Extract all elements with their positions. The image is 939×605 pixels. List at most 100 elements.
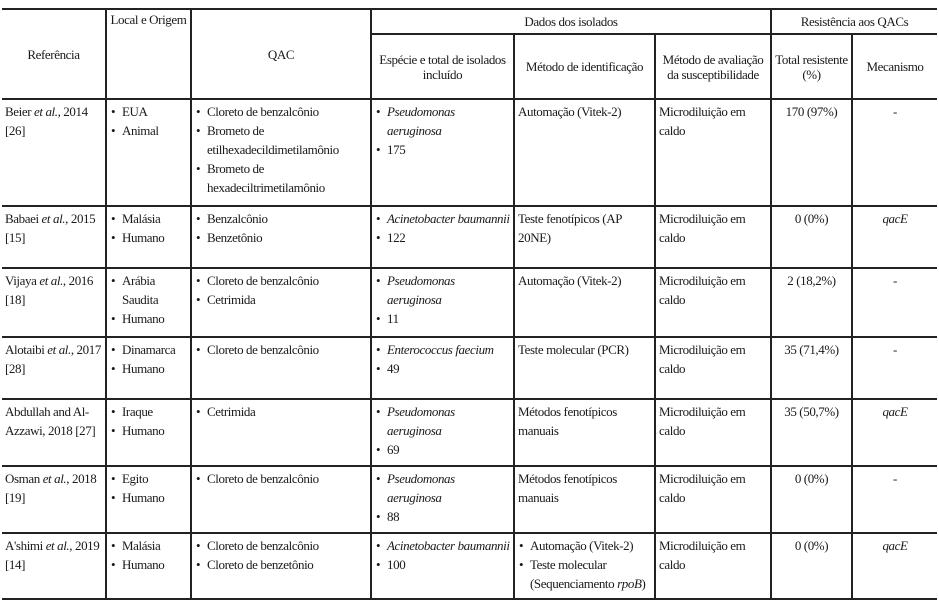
text-run: 11 (387, 311, 399, 326)
text-run: et al. (39, 273, 63, 288)
text-run: - (893, 104, 897, 119)
identification-cell: Teste molecular (PCR) (513, 336, 656, 400)
location-cell: IraqueHumano (105, 398, 192, 467)
location-item: Humano (111, 228, 187, 247)
species-item: 88 (376, 507, 510, 526)
text-run: et al. (42, 471, 67, 486)
qac-item: Cloreto de benzalcônio (196, 271, 367, 290)
text-run: , 2019 [14] (5, 538, 100, 572)
text-run: Teste molecular (PCR) (518, 342, 629, 357)
header-location: Local e Origem (105, 8, 192, 100)
text-run: Pseudomonas aeruginosa (387, 104, 455, 138)
header-resistance: Resistência aos QACs (770, 8, 937, 35)
species-item: Acinetobacter baumannii (376, 536, 510, 555)
species-item: Acinetobacter baumannii (376, 209, 510, 228)
location-cell: MalásiaHumano (105, 205, 192, 269)
text-run: Osman (5, 471, 43, 486)
mechanism-cell: - (851, 98, 937, 207)
total-resistant-cell: 35 (50,7%) (770, 398, 853, 467)
qac-cell: Cloreto de benzalcônioCetrimida (190, 267, 372, 338)
text-run: Pseudomonas aeruginosa (387, 471, 455, 505)
text-run: A'shimi (5, 538, 46, 553)
text-run: Babaei (5, 211, 42, 226)
text-run: 69 (387, 442, 400, 457)
susceptibility-cell: Microdiluição em caldo (654, 465, 772, 534)
location-item: Iraque (111, 402, 187, 421)
location-item: Malásia (111, 536, 187, 555)
text-run: , 2017 [28] (5, 342, 101, 376)
total-resistant-cell: 0 (0%) (770, 532, 853, 600)
species-item: 49 (376, 359, 510, 378)
text-run: , 2014 [26] (5, 104, 88, 138)
qac-item: Cloreto de benzalcônio (196, 340, 367, 359)
qac-cell: BenzalcônioBenzetônio (190, 205, 372, 269)
susceptibility-cell: Microdiluição em caldo (654, 532, 772, 600)
location-item: Egito (111, 469, 187, 488)
total-resistant-cell: 0 (0%) (770, 205, 853, 269)
header-susceptibility: Método de avaliação da susceptibilidade (654, 33, 772, 100)
qac-item: Cloreto de benzalcônio (196, 469, 367, 488)
table-row: A'shimi et al., 2019 [14]MalásiaHumanoCl… (2, 532, 937, 600)
susceptibility-cell: Microdiluição em caldo (654, 398, 772, 467)
location-item: Humano (111, 359, 187, 378)
location-item: Humano (111, 309, 187, 328)
species-item: Pseudomonas aeruginosa (376, 102, 510, 140)
text-run: et al. (34, 104, 58, 119)
header-isolate-data: Dados dos isolados (370, 8, 772, 35)
text-run: Abdullah and Al-Azzawi, 2018 [27] (5, 404, 96, 438)
reference-cell: Osman et al., 2018 [19] (2, 465, 107, 534)
text-run: , 2015 [15] (5, 211, 96, 245)
qac-list: Cloreto de benzalcônio (195, 469, 367, 488)
table-body: Beier et al., 2014 [26]EUAAnimalCloreto … (2, 98, 937, 600)
susceptibility-cell: Microdiluição em caldo (654, 205, 772, 269)
text-run: qacE (882, 538, 908, 553)
qac-list: Cloreto de benzalcônio (195, 340, 367, 359)
header-mechanism: Mecanismo (851, 33, 937, 100)
total-resistant-cell: 2 (18,2%) (770, 267, 853, 338)
species-item: 100 (376, 555, 510, 574)
text-run: rpoB (617, 576, 642, 591)
mechanism-cell: qacE (851, 205, 937, 269)
location-item: EUA (111, 102, 187, 121)
qac-item: Brometo de hexadeciltrimetilamônio (196, 159, 367, 197)
text-run: 88 (387, 509, 400, 524)
species-cell: Enterococcus faecium 49 (370, 336, 515, 400)
text-run: Métodos fenotípicos manuais (518, 471, 617, 505)
location-cell: EgitoHumano (105, 465, 192, 534)
species-item: 122 (376, 228, 510, 247)
table-row: Beier et al., 2014 [26]EUAAnimalCloreto … (2, 98, 937, 207)
species-cell: Pseudomonas aeruginosa 88 (370, 465, 515, 534)
text-run: qacE (882, 404, 908, 419)
text-run: Pseudomonas aeruginosa (387, 404, 455, 438)
location-item: Humano (111, 488, 187, 507)
text-run: et al. (41, 211, 66, 226)
table-row: Abdullah and Al-Azzawi, 2018 [27] IraqueH… (2, 398, 937, 467)
location-list: Arábia SauditaHumano (110, 271, 187, 328)
identification-list: Automação (Vitek-2) Teste molecular (Sequ… (518, 536, 651, 593)
qac-item: Brometo de etilhexadecildimetilamônio (196, 121, 367, 159)
species-item: Pseudomonas aeruginosa (376, 402, 510, 440)
species-cell: Pseudomonas aeruginosa 11 (370, 267, 515, 338)
location-cell: MalásiaHumano (105, 532, 192, 600)
location-list: IraqueHumano (110, 402, 187, 440)
qac-cell: Cloreto de benzalcônio (190, 465, 372, 534)
text-run: Métodos fenotípicos manuais (518, 404, 617, 438)
header-identification: Método de identificação (513, 33, 656, 100)
species-cell: Pseudomonas aeruginosa 175 (370, 98, 515, 207)
location-list: EgitoHumano (110, 469, 187, 507)
reference-cell: Abdullah and Al-Azzawi, 2018 [27] (2, 398, 107, 467)
susceptibility-cell: Microdiluição em caldo (654, 267, 772, 338)
text-run: - (893, 342, 897, 357)
species-list: Pseudomonas aeruginosa 11 (375, 271, 510, 328)
table-row: Vijaya et al., 2016 [18]Arábia SauditaHu… (2, 267, 937, 338)
text-run: qacE (882, 211, 908, 226)
location-list: MalásiaHumano (110, 209, 187, 247)
qac-item: Cetrimida (196, 402, 367, 421)
table-row: Osman et al., 2018 [19]EgitoHumano Cloret… (2, 465, 937, 534)
identification-cell: Teste fenotípicos (AP 20NE) (513, 205, 656, 269)
qac-item: Cloreto de benzalcônio (196, 102, 367, 121)
text-run: 175 (387, 142, 406, 157)
reference-cell: Beier et al., 2014 [26] (2, 98, 107, 207)
text-run: Automação (Vitek-2) (518, 273, 622, 288)
qac-item: Cloreto de benzetônio (196, 555, 367, 574)
